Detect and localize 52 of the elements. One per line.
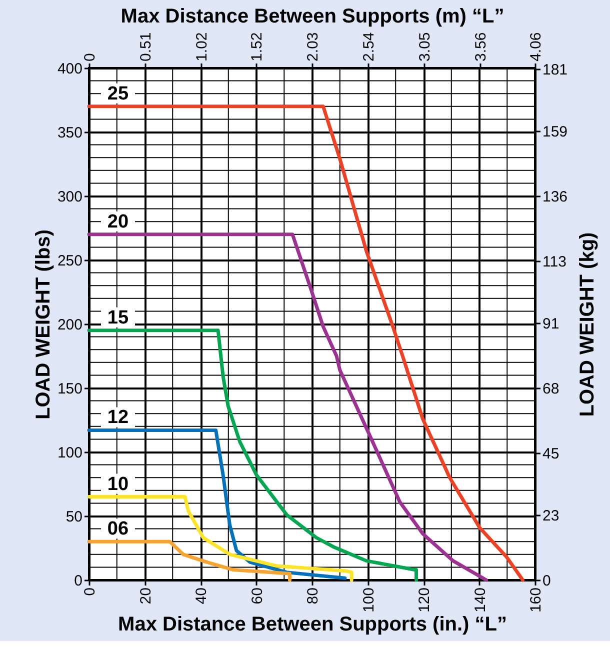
x-tick-label: 160 [528,588,544,613]
y2-tick-label: 159 [542,124,568,141]
y-tick-label: 350 [57,124,82,142]
x2-tick-label: 1.02 [194,32,211,62]
y2-tick-label: 68 [542,380,560,398]
y-tick-label: 100 [57,444,82,462]
y-tick-label: 50 [66,508,82,526]
y-tick-label: 0 [74,572,82,590]
line-series [87,232,488,582]
y2-tick-label: 181 [542,62,568,79]
y2-tick-label: 45 [542,445,560,462]
y-tick-label: 200 [57,316,82,334]
x-tick-label: 100 [360,588,378,613]
y-tick-label: 400 [57,60,82,78]
y-tick-label: 300 [57,188,82,206]
x2-tick-label: 2.54 [360,32,378,62]
y2-tick-label: 113 [542,254,566,271]
line-series [87,104,524,582]
line-series [87,428,347,580]
x-tick-label: 60 [248,588,266,604]
x2-tick-label: 3.05 [416,32,434,62]
x2-tick-label: 0 [82,53,98,62]
y2-axis-title: LOAD WEIGHT (kg) [576,232,598,417]
y2-tick-label: 91 [542,316,560,333]
series-label: 15 [107,307,129,328]
x-axis-title: Max Distance Between Supports (in.) “L” [118,614,507,636]
line-series [87,328,418,582]
y-tick-label: 250 [57,252,82,270]
y2-tick-label: 23 [542,508,560,525]
x-tick-label: 120 [416,588,433,613]
y-tick-label: 150 [57,380,82,398]
x-tick-label: 20 [137,588,154,604]
x-tick-label: 40 [193,588,210,604]
series-label: 20 [107,211,129,232]
x2-axis-title: Max Distance Between Supports (m) “L” [120,5,504,28]
line-series [87,495,354,582]
x2-tick-label: 3.56 [472,32,490,62]
y2-tick-label: 0 [542,572,551,590]
line-series [87,540,292,582]
x-tick-label: 80 [304,588,322,604]
y-axis-title: LOAD WEIGHT (lbs) [32,230,54,420]
series-label: 12 [107,407,129,428]
series-label: 25 [107,83,129,104]
x-tick-label: 0 [82,588,98,596]
y2-tick-label: 136 [542,188,568,206]
x-tick-label: 140 [472,588,489,613]
series-label: 06 [107,518,129,540]
series-label: 10 [107,474,129,495]
x2-tick-label: 4.06 [528,32,544,62]
x2-tick-label: 2.03 [304,32,322,62]
x2-tick-label: 1.52 [248,32,266,62]
x2-tick-label: 0.51 [138,32,155,62]
